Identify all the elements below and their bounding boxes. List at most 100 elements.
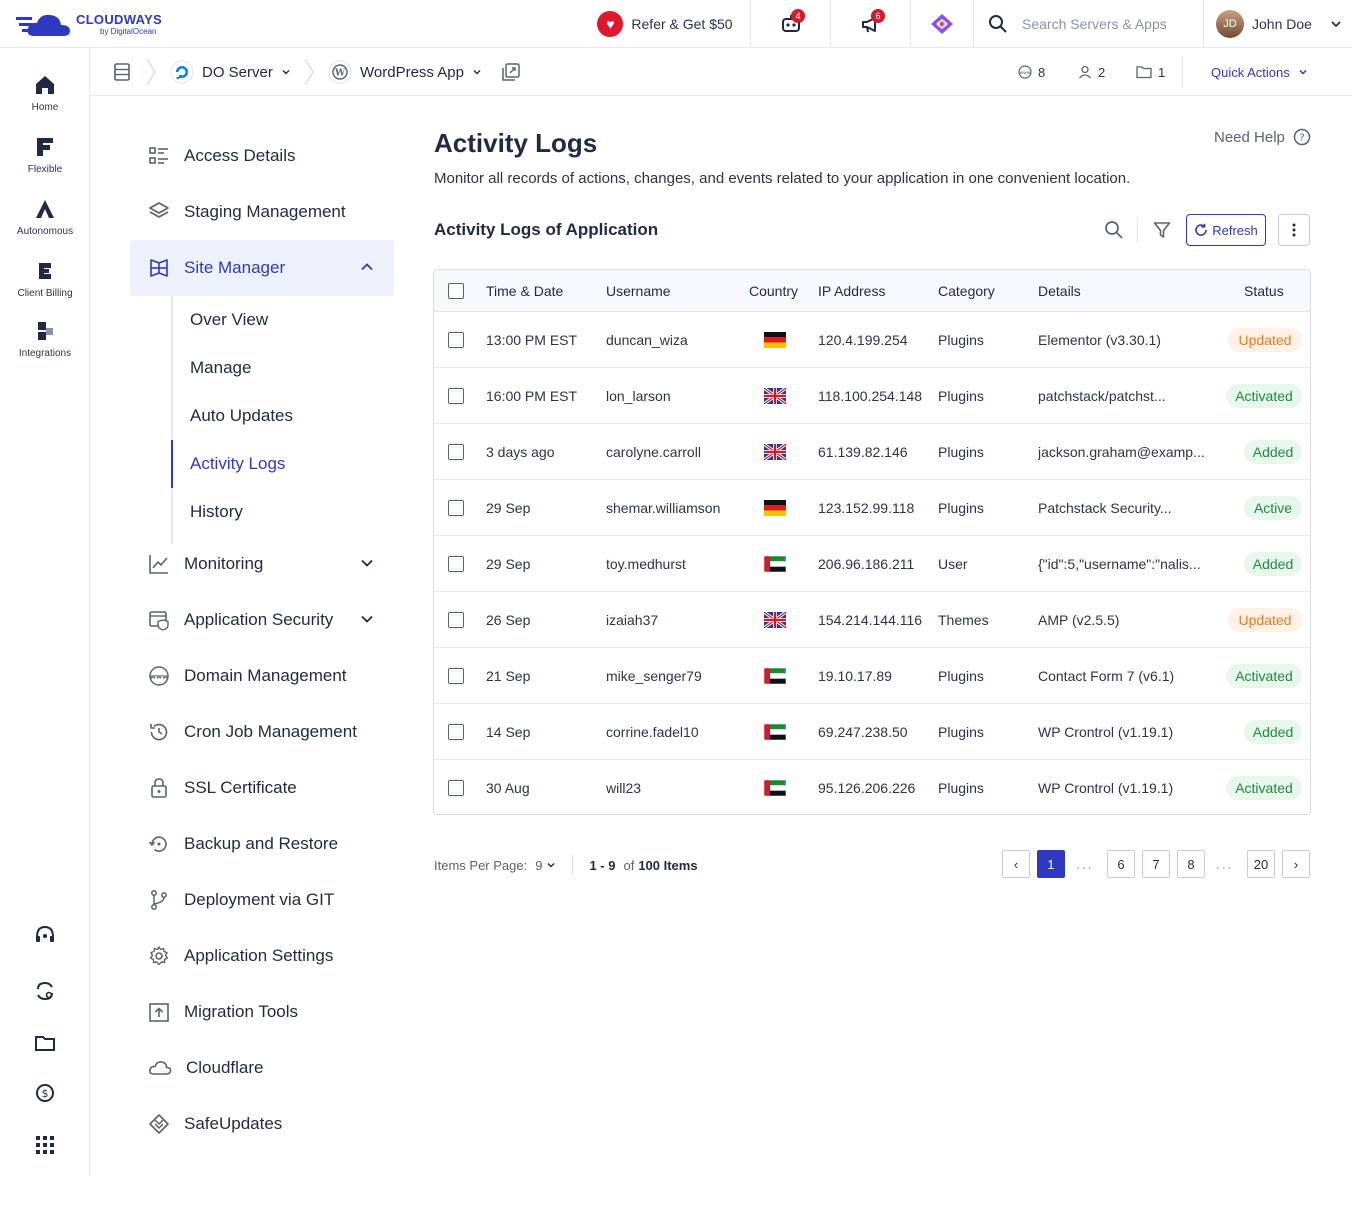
page-button[interactable]: 8 xyxy=(1177,850,1205,878)
row-checkbox[interactable] xyxy=(448,667,464,684)
rail-transfer[interactable] xyxy=(0,980,90,1002)
row-checkbox[interactable] xyxy=(448,555,464,572)
rail-billing[interactable]: $ xyxy=(0,1082,90,1104)
cell-ip: 69.247.238.50 xyxy=(818,723,908,740)
submenu-overview[interactable]: Over View xyxy=(190,296,268,344)
cell-details[interactable]: patchstack/patchst... xyxy=(1038,387,1166,404)
menu-backup-restore[interactable]: Backup and Restore xyxy=(130,816,394,872)
table-row[interactable]: 29 Sep shemar.williamson 123.152.99.118 Plu… xyxy=(434,480,1310,536)
cell-details[interactable]: {"id":5,"username":"nalis... xyxy=(1038,555,1201,572)
page-button[interactable]: 7 xyxy=(1142,850,1170,878)
submenu-activity-logs[interactable]: Activity Logs xyxy=(190,440,285,488)
menu-staging-management[interactable]: Staging Management xyxy=(130,184,394,240)
table-row[interactable]: 14 Sep corrine.fadel10 69.247.238.50 Plugin… xyxy=(434,704,1310,760)
status-badge: Active xyxy=(1244,496,1302,520)
row-checkbox[interactable] xyxy=(448,443,464,460)
row-checkbox[interactable] xyxy=(448,780,464,796)
col-time[interactable]: Time & Date xyxy=(486,282,564,299)
rail-folder[interactable] xyxy=(0,1032,90,1054)
table-search-button[interactable] xyxy=(1100,214,1128,246)
menu-cloudflare[interactable]: Cloudflare xyxy=(130,1040,394,1096)
row-checkbox[interactable] xyxy=(448,723,464,740)
folder-icon xyxy=(1136,66,1152,79)
refresh-button[interactable]: Refresh xyxy=(1186,214,1266,246)
next-page-button[interactable]: › xyxy=(1282,850,1310,878)
page-button[interactable]: 6 xyxy=(1107,850,1135,878)
open-app-button[interactable] xyxy=(502,48,520,96)
menu-application-security[interactable]: Application Security xyxy=(130,592,394,648)
cell-details[interactable]: Elementor (v3.30.1) xyxy=(1038,331,1161,348)
cloudways-logo[interactable]: CLOUDWAYS by DigitalOcean xyxy=(16,8,162,40)
page-button[interactable]: 1 xyxy=(1037,850,1065,878)
row-checkbox[interactable] xyxy=(448,331,464,348)
table-row[interactable]: 13:00 PM EST duncan_wiza 120.4.199.254 Plug… xyxy=(434,312,1310,368)
menu-deployment-git[interactable]: Deployment via GIT xyxy=(130,872,394,928)
table-row[interactable]: 21 Sep mike_senger79 19.10.17.89 Plugins Con… xyxy=(434,648,1310,704)
col-ip[interactable]: IP Address xyxy=(818,282,886,299)
page-button[interactable]: 20 xyxy=(1247,850,1275,878)
menu-cron-job-management[interactable]: Cron Job Management xyxy=(130,704,394,760)
menu-application-settings[interactable]: Application Settings xyxy=(130,928,394,984)
rail-support[interactable] xyxy=(0,924,90,946)
col-details[interactable]: Details xyxy=(1038,282,1081,299)
table-row[interactable]: 16:00 PM EST lon_larson 118.100.254.148 Plu… xyxy=(434,368,1310,424)
cell-details[interactable]: jackson.graham@examp... xyxy=(1038,443,1205,460)
servers-list-button[interactable] xyxy=(114,48,130,96)
more-options-button[interactable] xyxy=(1278,214,1310,246)
submenu-history[interactable]: History xyxy=(190,488,243,536)
toolbar-divider xyxy=(1137,218,1138,242)
menu-migration-tools[interactable]: Migration Tools xyxy=(130,984,394,1040)
announcements-button[interactable]: 6 xyxy=(830,0,910,48)
table-row[interactable]: 3 days ago carolyne.carroll 61.139.82.146 P… xyxy=(434,424,1310,480)
col-country[interactable]: Country xyxy=(749,282,799,299)
stat-users[interactable]: 2 xyxy=(1078,48,1105,96)
need-help-link[interactable]: Need Help ? xyxy=(1214,128,1311,146)
cell-details[interactable]: WP Crontrol (v1.19.1) xyxy=(1038,723,1174,740)
rail-integrations[interactable]: Integrations xyxy=(0,320,90,359)
menu-monitoring[interactable]: Monitoring xyxy=(130,536,394,592)
flexible-icon xyxy=(37,138,53,156)
menu-domain-management[interactable]: www Domain Management xyxy=(130,648,394,704)
menu-safeupdates[interactable]: SafeUpdates xyxy=(130,1096,394,1152)
submenu-manage[interactable]: Manage xyxy=(190,344,251,392)
flag-uae-icon xyxy=(764,555,786,572)
items-per-page-select[interactable]: 9 xyxy=(535,858,556,873)
copilot-button[interactable] xyxy=(910,0,973,48)
cell-details[interactable]: WP Crontrol (v1.19.1) xyxy=(1038,780,1174,796)
cell-details[interactable]: Contact Form 7 (v6.1) xyxy=(1038,667,1175,684)
select-all-checkbox[interactable] xyxy=(448,282,464,299)
menu-access-details[interactable]: Access Details xyxy=(130,128,394,184)
server-selector[interactable]: DO Server xyxy=(170,48,291,96)
cell-details[interactable]: AMP (v2.5.5) xyxy=(1038,611,1120,628)
table-row[interactable]: 26 Sep izaiah37 154.214.144.116 Themes AMP (… xyxy=(434,592,1310,648)
rail-home[interactable]: Home xyxy=(0,74,90,113)
menu-site-manager[interactable]: Site Manager xyxy=(130,240,394,296)
rail-client-billing[interactable]: Client Billing xyxy=(0,260,90,299)
row-checkbox[interactable] xyxy=(448,499,464,516)
table-row[interactable]: 30 Aug will23 95.126.206.226 Plugins WP Cron… xyxy=(434,760,1310,814)
user-menu[interactable]: JD John Doe xyxy=(1203,0,1352,48)
rail-flexible[interactable]: Flexible xyxy=(0,136,90,175)
row-checkbox[interactable] xyxy=(448,611,464,628)
quick-actions-button[interactable]: Quick Actions xyxy=(1182,56,1352,88)
menu-ssl-certificate[interactable]: SSL Certificate xyxy=(130,760,394,816)
rail-autonomous[interactable]: Autonomous xyxy=(0,198,90,237)
table-row[interactable]: 29 Sep toy.medhurst 206.96.186.211 User {"id… xyxy=(434,536,1310,592)
rail-apps-grid[interactable] xyxy=(0,1134,90,1156)
submenu-auto-updates[interactable]: Auto Updates xyxy=(190,392,293,440)
stat-folders[interactable]: 1 xyxy=(1136,48,1165,96)
row-checkbox[interactable] xyxy=(448,387,464,404)
filter-button[interactable] xyxy=(1148,214,1176,246)
search-input[interactable]: Search Servers & Apps xyxy=(1022,16,1167,32)
col-category[interactable]: Category xyxy=(938,282,995,299)
col-status[interactable]: Status xyxy=(1244,282,1284,299)
bot-button[interactable]: 4 xyxy=(750,0,830,48)
global-search[interactable]: Search Servers & Apps xyxy=(973,0,1203,48)
cell-details[interactable]: Patchstack Security... xyxy=(1038,499,1172,516)
flag-uae-icon xyxy=(764,780,786,796)
app-selector[interactable]: W WordPress App xyxy=(328,48,482,96)
col-username[interactable]: Username xyxy=(606,282,671,299)
refer-button[interactable]: ♥ Refer & Get $50 xyxy=(580,0,750,48)
prev-page-button[interactable]: ‹ xyxy=(1002,850,1030,878)
stat-domains[interactable]: www 8 xyxy=(1018,48,1045,96)
